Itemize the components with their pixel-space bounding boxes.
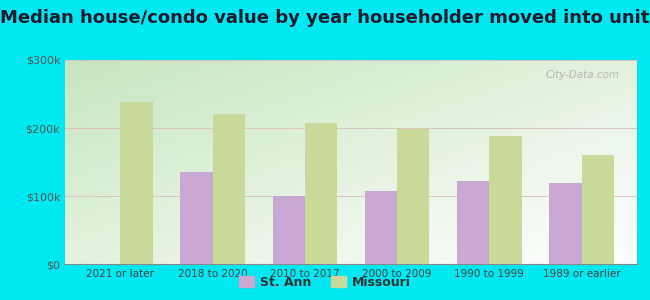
Bar: [305, 123, 337, 264]
Text: Median house/condo value by year householder moved into unit: Median house/condo value by year househo…: [0, 9, 650, 27]
Bar: [120, 102, 153, 264]
Bar: [582, 155, 614, 264]
Bar: [489, 136, 522, 264]
Bar: [213, 114, 245, 264]
Bar: [457, 181, 489, 264]
Bar: [180, 172, 213, 264]
Bar: [365, 191, 397, 264]
Bar: [397, 129, 430, 264]
Bar: [549, 183, 582, 264]
Bar: [272, 196, 305, 264]
Legend: St. Ann, Missouri: St. Ann, Missouri: [234, 271, 416, 294]
Text: City-Data.com: City-Data.com: [546, 70, 620, 80]
